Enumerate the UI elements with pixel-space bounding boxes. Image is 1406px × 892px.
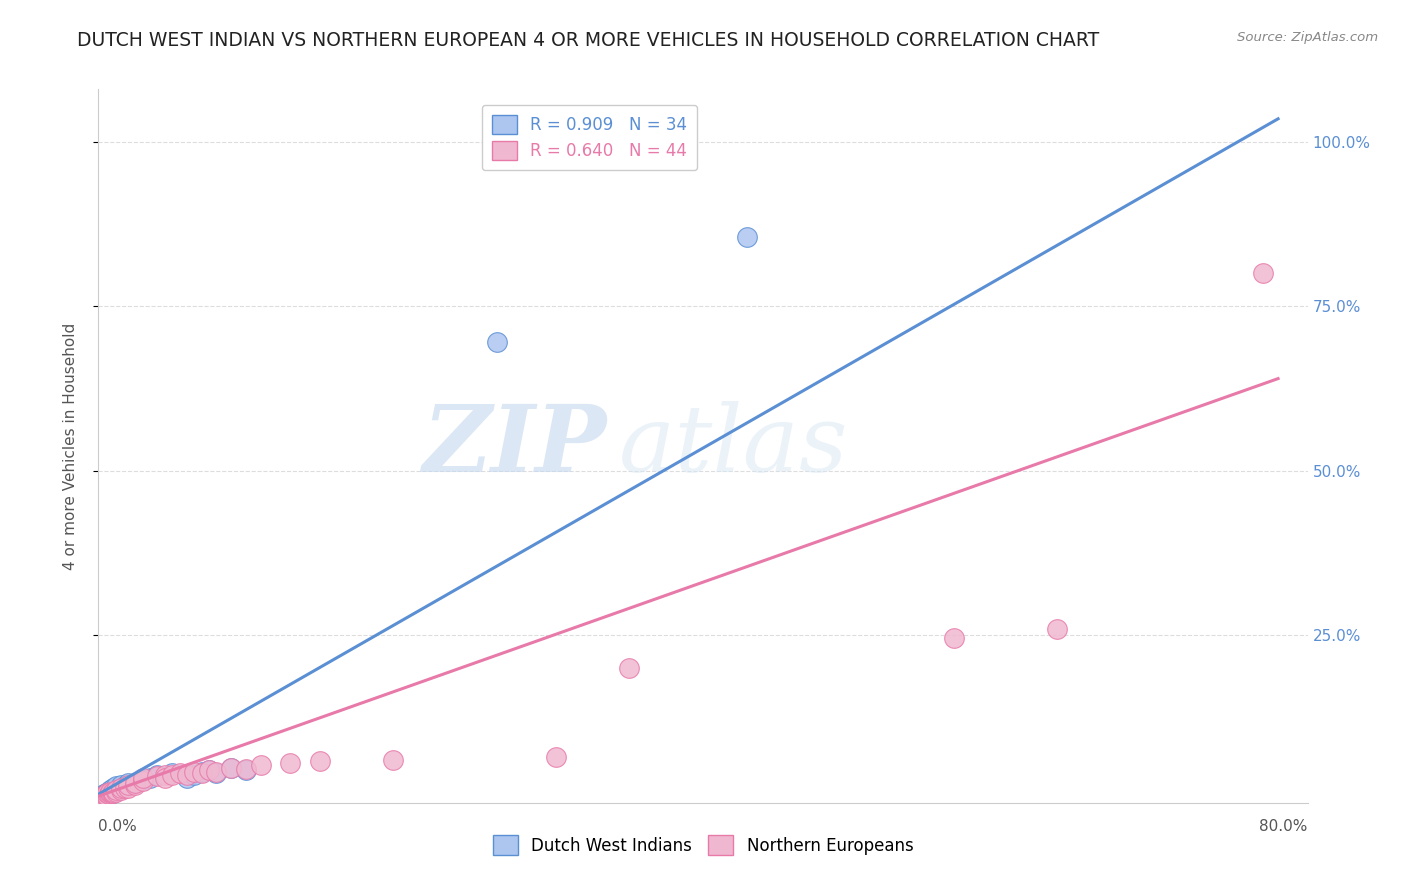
Point	[219, 761, 242, 775]
Point	[110, 780, 132, 795]
Point	[1046, 622, 1069, 636]
Point	[98, 782, 121, 797]
Point	[205, 766, 228, 780]
Point	[105, 782, 128, 797]
Point	[160, 767, 183, 781]
Point	[146, 767, 169, 781]
Point	[176, 771, 198, 785]
Point	[153, 767, 176, 781]
Point	[153, 772, 176, 786]
Point	[169, 766, 191, 780]
Point	[117, 780, 139, 795]
Point	[190, 764, 212, 779]
Y-axis label: 4 or more Vehicles in Household: 4 or more Vehicles in Household	[63, 322, 77, 570]
Point	[91, 789, 114, 804]
Point	[485, 335, 508, 350]
Point	[117, 778, 139, 792]
Point	[94, 786, 117, 800]
Point	[219, 761, 242, 775]
Text: DUTCH WEST INDIAN VS NORTHERN EUROPEAN 4 OR MORE VEHICLES IN HOUSEHOLD CORRELATI: DUTCH WEST INDIAN VS NORTHERN EUROPEAN 4…	[77, 31, 1099, 50]
Text: ZIP: ZIP	[422, 401, 606, 491]
Point	[114, 780, 136, 795]
Point	[110, 778, 132, 792]
Point	[198, 763, 221, 777]
Legend: R = 0.909   N = 34, R = 0.640   N = 44: R = 0.909 N = 34, R = 0.640 N = 44	[482, 104, 697, 169]
Text: Source: ZipAtlas.com: Source: ZipAtlas.com	[1237, 31, 1378, 45]
Point	[105, 782, 128, 797]
Point	[308, 755, 330, 769]
Point	[98, 786, 121, 800]
Point	[124, 778, 146, 792]
Point	[544, 749, 567, 764]
Point	[101, 786, 124, 800]
Point	[96, 786, 118, 800]
Point	[382, 753, 405, 767]
Point	[183, 767, 205, 781]
Point	[110, 780, 132, 795]
Point	[735, 230, 758, 244]
Point	[160, 766, 183, 780]
Point	[114, 780, 136, 794]
Point	[93, 787, 115, 801]
Point	[97, 787, 120, 801]
Point	[120, 778, 142, 792]
Point	[198, 763, 221, 777]
Point	[98, 784, 121, 798]
Point	[101, 786, 124, 800]
Point	[101, 780, 124, 795]
Point	[183, 764, 205, 779]
Text: atlas: atlas	[619, 401, 848, 491]
Point	[146, 770, 169, 784]
Point	[942, 632, 965, 646]
Point	[91, 789, 114, 804]
Point	[176, 767, 198, 781]
Point	[105, 784, 128, 798]
Point	[235, 762, 257, 776]
Point	[205, 764, 228, 779]
Point	[249, 758, 271, 772]
Point	[110, 782, 132, 797]
Point	[96, 789, 118, 803]
Point	[131, 772, 153, 786]
Point	[117, 776, 139, 790]
Point	[94, 789, 117, 804]
Point	[94, 787, 117, 801]
Text: 0.0%: 0.0%	[98, 820, 138, 834]
Point	[190, 766, 212, 780]
Point	[105, 780, 128, 794]
Point	[93, 789, 115, 803]
Point	[1253, 266, 1275, 280]
Point	[100, 784, 122, 798]
Point	[124, 776, 146, 790]
Point	[97, 784, 120, 798]
Point	[235, 763, 257, 777]
Point	[131, 774, 153, 789]
Point	[96, 789, 118, 804]
Point	[100, 786, 122, 800]
Text: 80.0%: 80.0%	[1260, 820, 1308, 834]
Point	[124, 776, 146, 790]
Point	[94, 789, 117, 804]
Point	[619, 661, 641, 675]
Point	[96, 786, 118, 800]
Point	[97, 787, 120, 801]
Point	[101, 784, 124, 798]
Point	[131, 772, 153, 787]
Point	[139, 772, 162, 786]
Point	[98, 786, 121, 800]
Point	[278, 756, 301, 771]
Legend: Dutch West Indians, Northern Europeans: Dutch West Indians, Northern Europeans	[486, 829, 920, 862]
